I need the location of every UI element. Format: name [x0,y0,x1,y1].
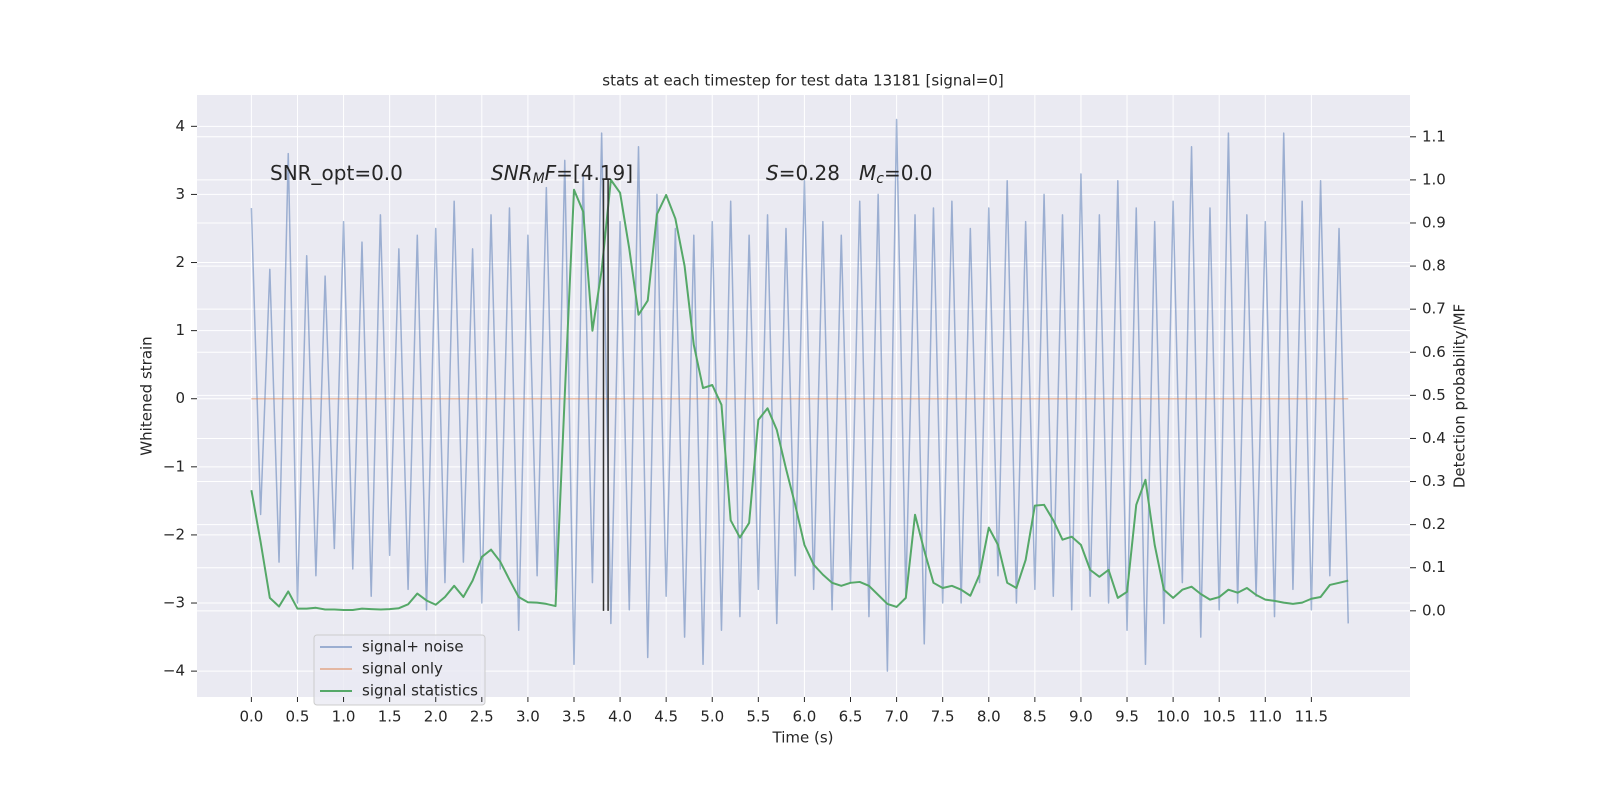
annotation-subscript: c [876,171,884,187]
legend: signal+ noise signal only signal statistic… [313,634,486,706]
y-axis-label: Whitened strain [138,336,156,455]
x-axis-label: Time (s) [772,729,834,747]
x-tick-label: 6.0 [792,708,816,726]
x-tick-label: 5.5 [746,708,770,726]
x-tick-label: 1.5 [378,708,402,726]
y-tick-label: −4 [163,662,185,680]
y2-tick-label: 0.0 [1422,601,1446,619]
x-tick-label: 8.0 [977,708,1001,726]
y2-tick-label: 0.2 [1422,515,1446,533]
x-tick-label: 3.0 [516,708,540,726]
y2-tick-label: 0.9 [1422,213,1446,231]
x-tick-label: 4.0 [608,708,632,726]
x-tick-label: 9.0 [1069,708,1093,726]
x-tick-label: 1.0 [332,708,356,726]
y2-tick-label: 0.1 [1422,558,1446,576]
legend-label: signal only [362,660,443,678]
annotation-text: F [545,161,557,185]
x-tick-label: 10.0 [1156,708,1189,726]
annotation-text: =[4.19] [556,161,633,185]
x-tick-label: 7.5 [931,708,955,726]
x-tick-label: 8.5 [1023,708,1047,726]
annotation-text: =0.28 [779,161,840,185]
annotation-text: =0.0 [884,161,933,185]
x-tick-label: 5.0 [700,708,724,726]
y2-axis-label: Detection probability/MF [1451,304,1469,488]
x-tick-label: 7.0 [885,708,909,726]
annotation-text: SNR [491,161,533,185]
y-tick-label: −3 [163,594,185,612]
y2-tick-label: 1.0 [1422,170,1446,188]
x-tick-label: 0.0 [239,708,263,726]
x-tick-label: 6.5 [839,708,863,726]
y2-tick-label: 0.4 [1422,429,1446,447]
legend-box [313,634,486,706]
annotation-text: M [859,161,876,185]
legend-label: signal statistics [362,682,478,700]
y-tick-label: 3 [175,185,185,203]
annotation-subscript: M [533,171,545,187]
y2-tick-label: 0.3 [1422,472,1446,490]
y-tick-label: 2 [175,253,185,271]
annotation: SNRMF=[4.19] [491,161,633,188]
legend-label: signal+ noise [362,638,464,656]
chart-title: stats at each timestep for test data 131… [602,72,1003,90]
y2-tick-label: 1.1 [1422,127,1446,145]
x-tick-label: 9.5 [1115,708,1139,726]
y2-tick-label: 0.7 [1422,300,1446,318]
annotation-text: S [766,161,779,185]
y-tick-label: 4 [175,117,185,135]
annotation: S=0.28 Mc=0.0 [766,161,933,188]
x-tick-label: 0.5 [286,708,310,726]
y2-tick-label: 0.5 [1422,386,1446,404]
series-line [250,178,1349,611]
marks [250,118,1349,672]
annotation: SNR_opt=0.0 [270,161,403,185]
series-line [250,118,1349,672]
annotation-text: SNR_opt=0.0 [270,161,403,185]
x-tick-label: 3.5 [562,708,586,726]
x-tick-label: 4.5 [654,708,678,726]
y2-tick-label: 0.8 [1422,257,1446,275]
y2-tick-label: 0.6 [1422,343,1446,361]
x-tick-label: 10.5 [1202,708,1235,726]
y-tick-label: −2 [163,525,185,543]
x-tick-label: 2.5 [470,708,494,726]
y-tick-label: −1 [163,457,185,475]
y-tick-label: 0 [175,389,185,407]
x-tick-label: 2.0 [424,708,448,726]
x-tick-label: 11.0 [1249,708,1282,726]
x-tick-label: 11.5 [1295,708,1328,726]
y-tick-label: 1 [175,321,185,339]
